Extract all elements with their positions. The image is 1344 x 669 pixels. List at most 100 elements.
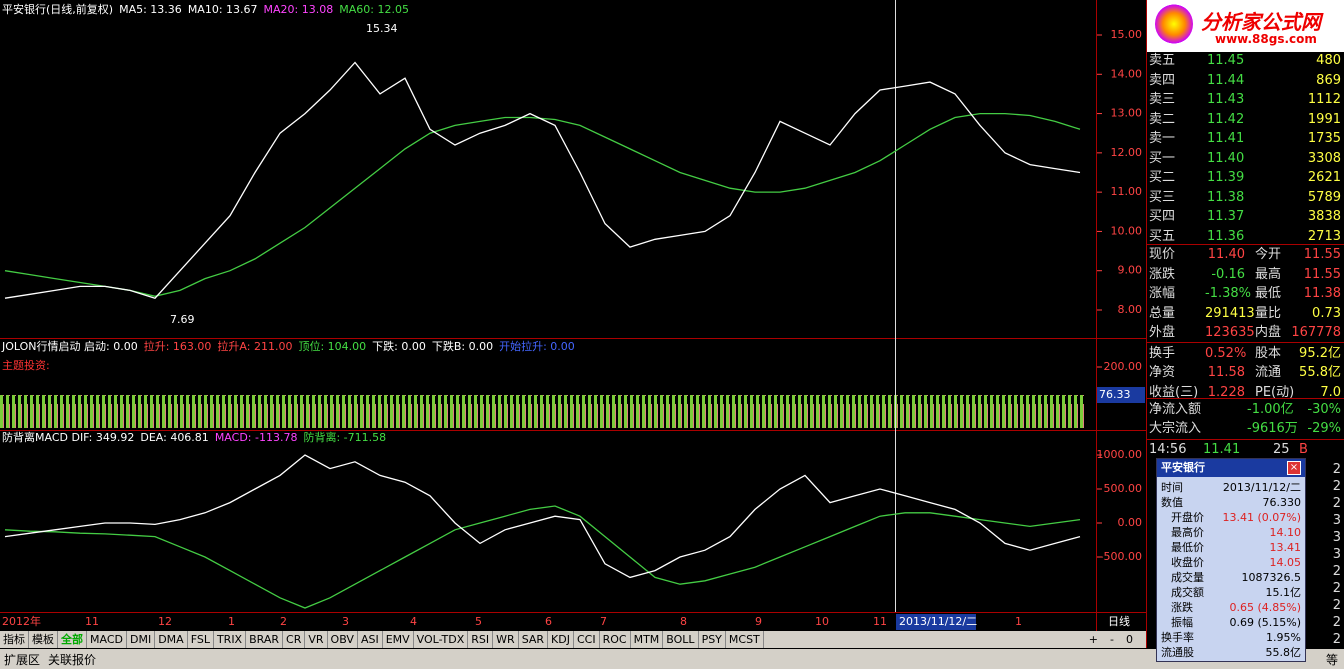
tab-control[interactable]: -: [1110, 633, 1114, 646]
guard-line: [4, 505, 1081, 609]
order-price: 11.38: [1207, 189, 1245, 205]
popup-label: 时间: [1161, 481, 1183, 494]
popup-row: 成交额 15.1亿: [1157, 585, 1305, 600]
order-row: 买四 11.37 3838: [1147, 207, 1344, 226]
tab[interactable]: VR: [305, 631, 328, 648]
stat-value: 95.2亿: [1299, 345, 1341, 361]
popup-row: 收盘价 14.05: [1157, 555, 1305, 570]
date-label: 11: [85, 615, 99, 628]
tab[interactable]: MTM: [631, 631, 664, 648]
tab-control[interactable]: +: [1088, 633, 1099, 646]
order-label: 卖五: [1149, 53, 1176, 68]
tab[interactable]: KDJ: [548, 631, 574, 648]
tab[interactable]: TRIX: [214, 631, 247, 648]
date-label: 12: [158, 615, 172, 628]
header-item: DEA: 406.81: [140, 431, 208, 444]
order-row: 买二 11.39 2621: [1147, 168, 1344, 187]
tab[interactable]: WR: [493, 631, 519, 648]
flow-value: -9616万: [1247, 421, 1298, 436]
tab[interactable]: 全部: [58, 631, 87, 648]
indicator-tick: 200.00: [1104, 360, 1143, 373]
logo-flower: [1155, 4, 1193, 44]
side-number-row: 2: [1147, 630, 1344, 649]
order-volume: 1991: [1307, 111, 1341, 127]
popup-value: 76.330: [1262, 496, 1302, 509]
tab[interactable]: CR: [283, 631, 306, 648]
tab[interactable]: DMA: [155, 631, 188, 648]
bottom-bar: 扩展区 关联报价 等: [0, 649, 1344, 669]
tab[interactable]: MCST: [726, 631, 764, 648]
order-row: 买一 11.40 3308: [1147, 149, 1344, 168]
stat-label: 涨跌: [1149, 266, 1176, 282]
tab[interactable]: ROC: [600, 631, 631, 648]
tab[interactable]: FSL: [188, 631, 214, 648]
tick-item: B: [1299, 442, 1308, 457]
order-volume: 2713: [1307, 228, 1341, 244]
stat-label: 流通: [1255, 365, 1282, 380]
period-label: 日线: [1108, 614, 1130, 628]
bottom-tab[interactable]: 关联报价: [48, 653, 97, 667]
tab[interactable]: EMV: [383, 631, 414, 648]
popup-close[interactable]: ×: [1287, 461, 1301, 475]
header-item: MA10: 13.67: [188, 3, 258, 16]
chart-bg: [0, 0, 1146, 631]
popup-row: 开盘价 13.41 (0.07%): [1157, 510, 1305, 525]
flow-value: -1.00亿: [1247, 402, 1294, 417]
side-number-row: 3: [1147, 545, 1344, 564]
popup-row: 流通股 55.8亿: [1157, 645, 1305, 660]
order-price: 11.36: [1207, 228, 1245, 244]
side-number: 2: [1332, 496, 1341, 511]
tab[interactable]: BOLL: [663, 631, 699, 648]
popup-label: 最高价: [1171, 526, 1204, 539]
tab-control[interactable]: 0: [1126, 633, 1133, 646]
order-price: 11.42: [1207, 111, 1245, 127]
tab[interactable]: 指标: [0, 631, 29, 648]
tab[interactable]: PSY: [699, 631, 726, 648]
y-tick-label: 13.00: [1111, 107, 1143, 120]
panel-header: 防背离MACD DIF: 349.92 DEA: 406.81 MACD: -113…: [2, 430, 386, 444]
order-price: 11.41: [1207, 131, 1245, 146]
close-line: [4, 61, 1081, 299]
header-item: JOLON行情启动 启动: 0.00: [1, 340, 138, 353]
header-item: MACD: -113.78: [215, 431, 298, 444]
side-number-row: 2: [1147, 477, 1344, 496]
order-price: 11.37: [1207, 209, 1245, 224]
y-tick-label: 500.00: [1104, 482, 1143, 495]
stat-label: 今开: [1255, 247, 1282, 262]
tab[interactable]: CCI: [574, 631, 600, 648]
order-row: 卖一 11.41 1735: [1147, 129, 1344, 148]
order-volume: 2621: [1307, 170, 1341, 185]
tab[interactable]: 模板: [29, 631, 58, 648]
y-tick-label: 14.00: [1111, 67, 1143, 80]
tab[interactable]: MACD: [87, 631, 127, 648]
order-label: 买三: [1149, 189, 1176, 205]
side-number: 2: [1332, 462, 1341, 477]
tab[interactable]: OBV: [328, 631, 358, 648]
popup-title: 平安银行: [1157, 459, 1305, 477]
tick-item: 25: [1273, 442, 1290, 457]
stat-label: 换手: [1149, 345, 1176, 361]
high-label: 15.34: [366, 22, 398, 35]
indicator-current: 76.33: [1099, 388, 1131, 401]
header-item: 下跌: 0.00: [372, 339, 426, 353]
side-number-row: 2: [1147, 494, 1344, 513]
tab-controls: + -0: [1080, 631, 1142, 648]
stat-value: 11.58: [1207, 365, 1245, 380]
side-number-row: 3: [1147, 511, 1344, 530]
popup-value: 2013/11/12/二: [1222, 481, 1301, 494]
order-row: 卖四 11.44 869: [1147, 71, 1344, 90]
tab[interactable]: SAR: [519, 631, 549, 648]
tab[interactable]: VOL-TDX: [414, 631, 469, 648]
panel-header: JOLON行情启动 启动: 0.00 拉升: 163.00 拉升A: 211.00 顶…: [1, 339, 575, 353]
order-label: 买一: [1149, 150, 1176, 166]
tab[interactable]: ASI: [358, 631, 383, 648]
header-item: MA5: 13.36: [119, 3, 182, 16]
flow-label: 净流入额: [1149, 402, 1202, 417]
side-number-row: 2: [1147, 562, 1344, 581]
tab[interactable]: BRAR: [246, 631, 284, 648]
tab[interactable]: DMI: [127, 631, 156, 648]
order-price: 11.44: [1207, 72, 1245, 88]
bottom-tab[interactable]: 扩展区: [4, 653, 41, 667]
tab[interactable]: RSI: [468, 631, 494, 648]
flow-pct: -29%: [1307, 421, 1341, 436]
